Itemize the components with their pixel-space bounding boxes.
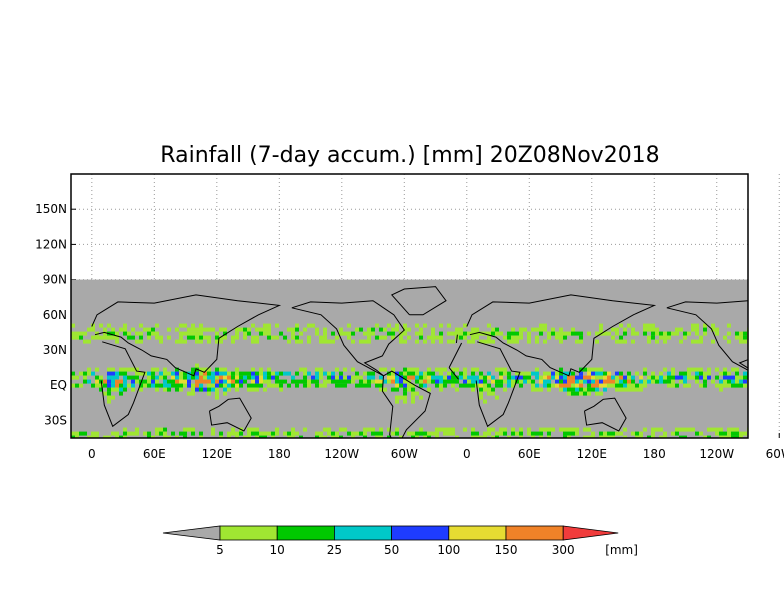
coastline (291, 300, 405, 377)
plot-frame (70, 173, 749, 439)
lon-tick-label: 60E (143, 447, 166, 461)
lon-tick-label: 60W (766, 447, 784, 461)
coastline (584, 397, 627, 432)
lat-tick-label: 60N (43, 308, 67, 322)
colorbar-label: 150 (495, 543, 518, 557)
colorbar-label: 25 (327, 543, 342, 557)
colorbar-segment (448, 525, 507, 541)
colorbar-label: 10 (270, 543, 285, 557)
colorbar-segment (276, 525, 335, 541)
colorbar-over-triangle (562, 525, 619, 541)
lon-tick-label: 120E (577, 447, 608, 461)
lat-tick-label: 30S (44, 413, 67, 427)
lon-tick-label: 120W (699, 447, 734, 461)
map-title: Rainfall (7-day accum.) [mm] 20Z08Nov201… (160, 143, 659, 168)
coastlines (91, 286, 784, 450)
colorbar: 5 10 25 50 100 150 300 [mm] (162, 525, 638, 557)
lat-axis-labels: 150N 120N 90N 60N 30N EQ 30S (35, 202, 67, 427)
colorbar-segment (333, 525, 392, 541)
lat-tick-label: 90N (43, 273, 67, 287)
no-data-background (71, 279, 748, 438)
coastline (757, 371, 784, 450)
colorbar-segment (391, 525, 450, 541)
coastline (91, 294, 458, 377)
coastline (767, 287, 784, 315)
colorbar-segment (505, 525, 564, 541)
coastline (100, 341, 463, 428)
colorbar-unit: [mm] (605, 543, 638, 557)
lat-tick-label: EQ (50, 378, 67, 392)
coastline (466, 294, 657, 377)
lon-tick-label: 120E (202, 447, 233, 461)
lon-tick-label: 180 (268, 447, 291, 461)
colorbar-segment (219, 525, 278, 541)
lon-tick-label: 0 (463, 447, 471, 461)
lon-tick-label: 60W (391, 447, 418, 461)
colorbar-label: 100 (437, 543, 460, 557)
lon-tick-label: 120W (324, 447, 359, 461)
colorbar-label: 50 (384, 543, 399, 557)
colorbar-label: 5 (216, 543, 224, 557)
coastline (666, 300, 748, 371)
rainfall-field (71, 279, 748, 438)
lon-tick-label: 180 (643, 447, 666, 461)
lat-tick-label: 120N (35, 237, 67, 251)
colorbar-label: 300 (552, 543, 575, 557)
lat-tick-label: 150N (35, 202, 67, 216)
coastline (209, 397, 252, 432)
lon-tick-label: 0 (88, 447, 96, 461)
coastline (390, 286, 447, 316)
coastline (475, 341, 521, 428)
lon-tick-label: 60E (518, 447, 541, 461)
map-panel: 150N 120N 90N 60N 30N EQ 30S 0 60E 120E 180 120W 60… (35, 173, 784, 461)
lon-axis-labels: 0 60E 120E 180 120W 60W 0 60E 120E 180 120W 60W (88, 447, 784, 461)
coastline (381, 370, 431, 438)
colorbar-under-triangle (162, 525, 221, 541)
lat-tick-label: 30N (43, 343, 67, 357)
